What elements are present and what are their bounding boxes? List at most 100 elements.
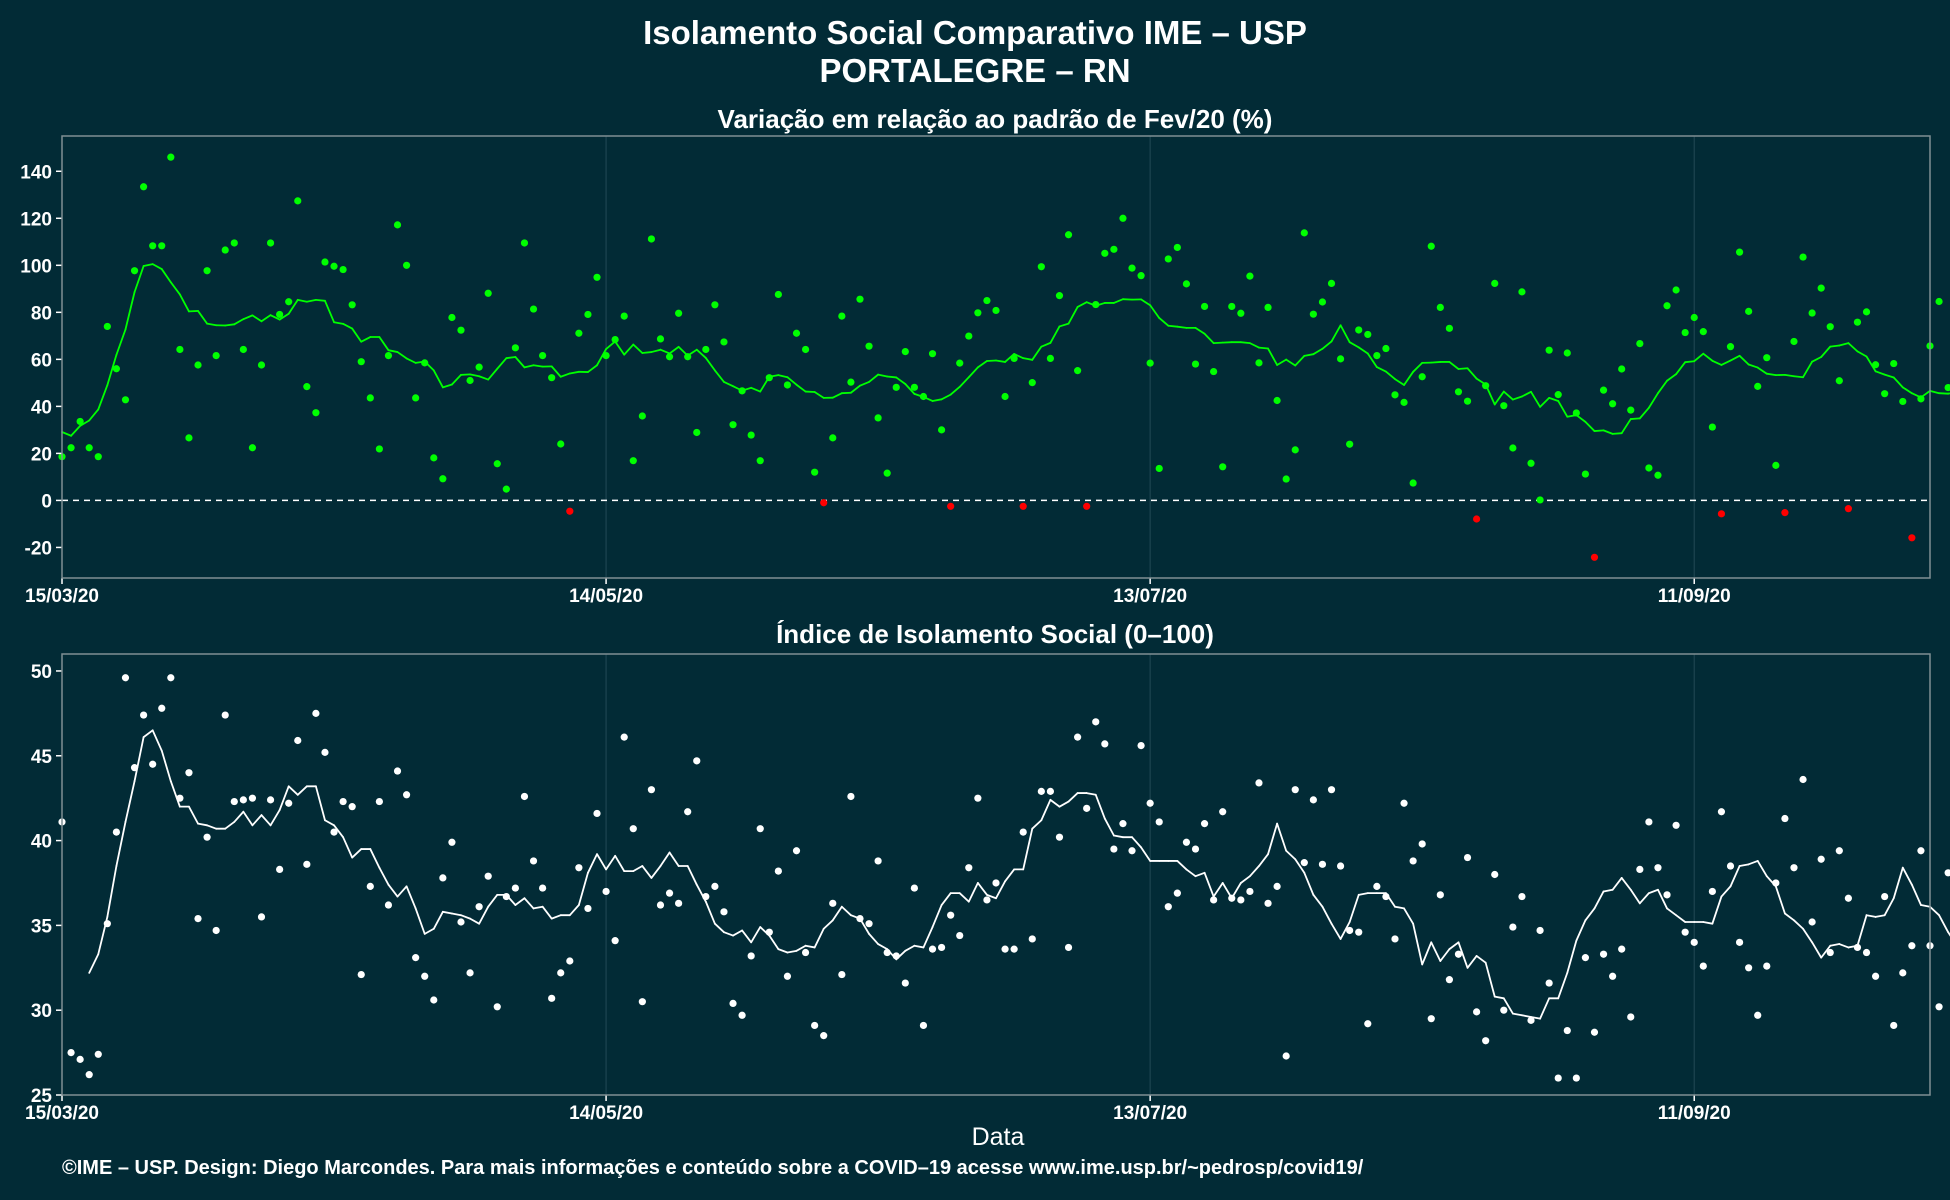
- average-line-segment: [142, 263, 154, 267]
- data-point: [1563, 349, 1571, 357]
- average-line-segment: [387, 349, 399, 353]
- data-point: [892, 952, 900, 960]
- data-point: [1581, 470, 1590, 478]
- data-point: [566, 957, 574, 965]
- average-line-segment: [1439, 948, 1451, 962]
- data-point: [266, 796, 275, 804]
- average-line-segment: [1511, 395, 1523, 401]
- data-point: [239, 345, 247, 354]
- data-point: [901, 979, 909, 987]
- y-tick-label: 45: [31, 747, 53, 768]
- data-point: [856, 295, 864, 303]
- data-point: [321, 258, 329, 266]
- data-point: [829, 899, 837, 907]
- average-line-segment: [1602, 429, 1614, 435]
- average-line-segment: [1258, 853, 1269, 867]
- average-line-segment: [1802, 360, 1814, 379]
- data-point: [1037, 263, 1045, 271]
- data-point: [121, 674, 130, 682]
- average-line-segment: [1013, 353, 1025, 360]
- data-point: [221, 246, 229, 254]
- average-line-segment: [1774, 885, 1786, 915]
- data-point: [983, 296, 991, 305]
- data-point: [557, 440, 565, 448]
- average-line-segment: [1657, 888, 1668, 910]
- data-point: [1092, 718, 1100, 726]
- data-point: [466, 969, 474, 977]
- average-line-segment: [178, 293, 190, 313]
- data-point: [738, 387, 746, 395]
- data-point: [820, 1032, 828, 1040]
- average-line-segment: [1502, 390, 1514, 401]
- data-point: [1300, 859, 1308, 867]
- data-point: [1654, 471, 1662, 479]
- average-line-segment: [1430, 361, 1442, 364]
- data-point: [76, 1055, 84, 1063]
- y-tick-label: 0: [41, 491, 52, 512]
- data-point: [366, 882, 374, 890]
- data-point: [402, 791, 411, 799]
- data-point: [974, 794, 982, 802]
- data-point: [1754, 382, 1762, 390]
- variation-grid: [605, 136, 1695, 578]
- data-point: [1618, 945, 1626, 953]
- data-point: [511, 344, 519, 352]
- data-point: [1445, 324, 1453, 332]
- data-point: [1255, 359, 1263, 367]
- variation-panel-title: Variação em relação ao padrão de Fev/20 …: [718, 104, 1273, 134]
- data-point: [366, 394, 374, 402]
- average-line-segment: [451, 373, 462, 386]
- average-line-segment: [995, 359, 1006, 363]
- average-line-segment: [587, 853, 598, 874]
- data-point: [1291, 446, 1299, 454]
- data-point: [1173, 243, 1181, 252]
- data-point: [1001, 392, 1009, 401]
- average-line-segment: [1702, 352, 1714, 362]
- data-point: [865, 342, 873, 350]
- data-point: [620, 733, 628, 741]
- data-point: [1772, 879, 1780, 887]
- data-point: [1055, 292, 1064, 300]
- average-line-segment: [1294, 354, 1306, 367]
- average-line-segment: [378, 866, 390, 886]
- average-line-segment: [1548, 397, 1560, 402]
- average-line-segment: [1203, 871, 1215, 898]
- data-point: [339, 265, 347, 274]
- average-line-segment: [1865, 355, 1877, 373]
- data-point: [384, 351, 393, 360]
- data-point: [1055, 833, 1064, 841]
- average-line-segment: [650, 348, 662, 353]
- average-line-segment: [1892, 376, 1904, 389]
- average-line-segment: [423, 927, 435, 935]
- data-point: [974, 309, 982, 317]
- data-point: [1554, 391, 1562, 399]
- data-point: [167, 674, 175, 682]
- data-point: [493, 1003, 501, 1011]
- average-line-segment: [197, 822, 208, 827]
- average-line-segment: [1865, 914, 1877, 918]
- data-point: [257, 361, 266, 369]
- average-line-segment: [967, 366, 979, 379]
- data-point: [1391, 391, 1399, 399]
- x-tick-label: 13/07/20: [1113, 586, 1187, 607]
- data-point: [140, 711, 148, 719]
- data-point: [874, 414, 882, 422]
- data-point: [1010, 945, 1018, 953]
- data-point: [783, 972, 792, 980]
- average-line-segment: [1267, 822, 1279, 856]
- average-line-segment: [614, 340, 626, 356]
- data-point: [1509, 923, 1517, 931]
- average-line-segment: [169, 780, 181, 808]
- average-line-segment: [1874, 914, 1886, 918]
- average-line-segment: [1412, 922, 1424, 966]
- data-point: [1826, 323, 1834, 331]
- average-line-segment: [441, 910, 453, 915]
- average-line-segment: [1194, 326, 1206, 335]
- average-line-segment: [1022, 357, 1034, 361]
- data-point: [838, 312, 846, 320]
- data-point: [1699, 962, 1707, 970]
- average-line-segment: [315, 785, 326, 822]
- data-point: [665, 353, 674, 361]
- y-tick-label: 80: [31, 303, 52, 324]
